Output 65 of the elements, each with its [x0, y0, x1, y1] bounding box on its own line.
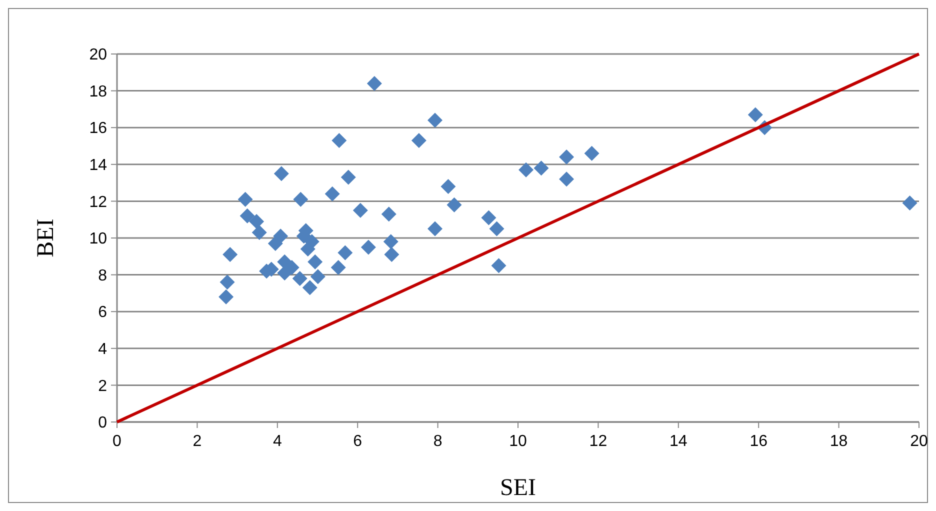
point	[559, 172, 574, 187]
x-tick-label: 8	[433, 433, 442, 450]
point	[489, 221, 504, 236]
y-tick-label: 10	[89, 230, 108, 248]
point	[559, 150, 574, 165]
point	[293, 192, 308, 207]
point	[481, 210, 496, 226]
point	[491, 258, 506, 274]
point	[748, 107, 763, 122]
point	[360, 240, 376, 255]
point	[304, 234, 320, 250]
y-tick-label: 16	[89, 120, 108, 138]
y-tick-label: 2	[98, 378, 108, 395]
point	[383, 234, 398, 250]
y-tick-label: 18	[89, 83, 108, 100]
y-tick-label: 20	[89, 46, 108, 64]
point	[384, 247, 400, 262]
x-tick-label: 14	[670, 433, 688, 450]
point	[324, 186, 340, 202]
point	[222, 247, 238, 262]
point	[427, 112, 442, 128]
y-tick-label: 12	[89, 194, 108, 211]
y-tick-label: 6	[98, 304, 108, 322]
x-axis-title: SEI	[500, 475, 536, 501]
point	[273, 228, 288, 244]
point	[340, 170, 356, 185]
x-tick-label: 0	[112, 433, 122, 450]
x-tick-label: 12	[589, 433, 608, 450]
point	[902, 196, 918, 211]
point	[218, 289, 234, 304]
point	[240, 208, 255, 224]
point	[220, 274, 235, 290]
point	[446, 197, 462, 212]
x-tick-label: 10	[509, 433, 527, 450]
x-tick-label: 20	[910, 433, 928, 450]
y-axis-title: BEI	[33, 218, 59, 258]
point	[427, 221, 442, 236]
x-tick-label: 2	[192, 433, 202, 450]
point	[338, 245, 353, 260]
y-tick-label: 0	[98, 414, 108, 432]
point	[238, 192, 253, 207]
x-tick-label: 6	[353, 433, 362, 450]
point	[310, 269, 326, 284]
x-tick-label: 18	[830, 433, 848, 450]
point	[411, 132, 426, 148]
point	[584, 146, 600, 161]
y-tick-label: 8	[98, 267, 108, 284]
point	[440, 178, 456, 194]
point	[302, 280, 318, 296]
x-tick-label: 16	[750, 433, 768, 450]
point	[534, 160, 549, 176]
point	[381, 206, 396, 222]
point	[292, 270, 308, 286]
point	[518, 162, 534, 178]
y-tick-label: 14	[89, 157, 108, 174]
y-tick-label: 4	[98, 341, 108, 358]
x-tick-label: 4	[272, 433, 282, 450]
point	[332, 132, 347, 148]
point	[249, 214, 264, 229]
point	[252, 224, 267, 240]
point	[274, 166, 289, 182]
point	[330, 260, 346, 275]
point	[366, 76, 382, 91]
point	[352, 202, 368, 218]
point	[308, 254, 323, 270]
